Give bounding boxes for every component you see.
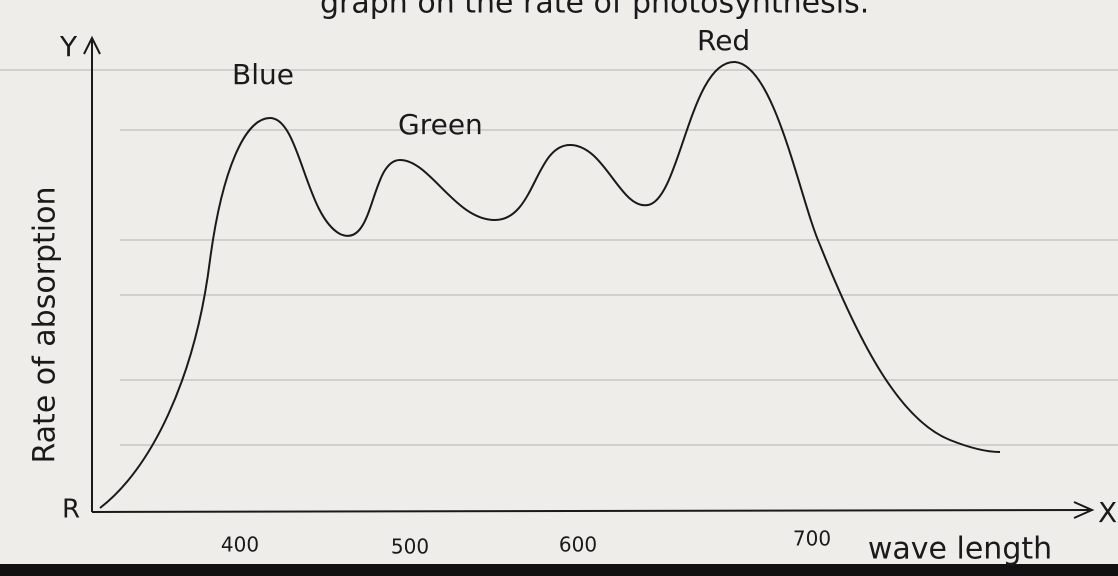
y-axis-letter: Y (59, 30, 78, 63)
origin-label: R (62, 495, 80, 525)
notebook-graph: graph on the rate of photosynthesis. Y X… (0, 0, 1118, 576)
peak-label: Blue (232, 58, 294, 91)
x-tick-label: 600 (559, 533, 597, 557)
x-tick-label: 700 (793, 527, 831, 551)
page-heading: graph on the rate of photosynthesis. (320, 0, 869, 21)
y-axis-label: Rate of absorption (28, 186, 63, 463)
peak-label: Green (398, 108, 483, 141)
x-axis-letter: X (1098, 496, 1117, 529)
x-tick-label: 400 (221, 533, 259, 557)
paper (0, 0, 1118, 576)
peak-label: Red (697, 24, 750, 57)
x-axis-label: wave length (868, 532, 1052, 567)
x-tick-label: 500 (391, 535, 429, 559)
